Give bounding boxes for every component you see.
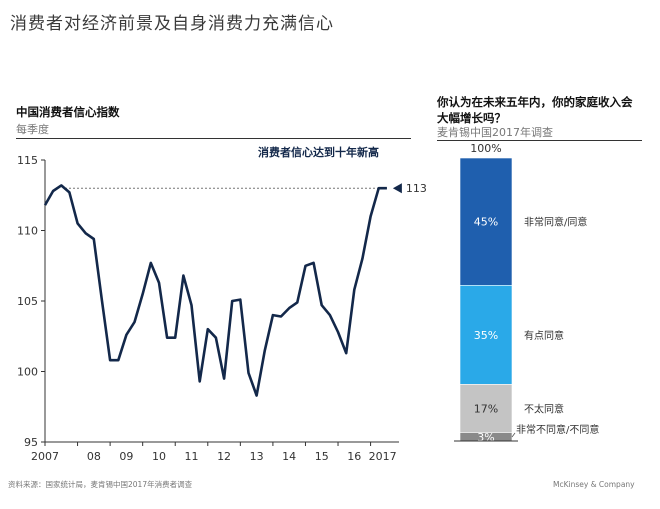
x-tick-label: 08: [87, 450, 101, 463]
end-value-label: 113: [406, 182, 427, 195]
source-note: 资料来源：国家统计局，麦肯锡中国2017年消费者调查: [8, 480, 193, 489]
bar-segment-value-label: 45%: [474, 216, 498, 229]
end-value-marker: [392, 183, 402, 194]
y-tick-label: 100: [17, 366, 38, 379]
line-chart-subtitle: 每季度: [16, 123, 49, 136]
x-tick-label: 2007: [31, 450, 59, 463]
bar-segment-category-label: 非常不同意/不同意: [516, 423, 599, 436]
x-tick-label: 12: [217, 450, 231, 463]
page-title: 消费者对经济前景及自身消费力充满信心: [10, 14, 334, 34]
x-tick-label: 13: [250, 450, 264, 463]
bar-chart-title: 你认为在未来五年内，你的家庭收入会大幅增长吗？: [437, 95, 633, 125]
bar-segment: [459, 384, 513, 433]
confidence-index-series-line: [43, 184, 387, 397]
y-tick-label: 110: [17, 225, 38, 238]
y-tick-label: 115: [17, 154, 38, 167]
y-tick-label: 105: [17, 295, 38, 308]
bar-chart-subtitle: 麦肯锡中国2017年调查: [437, 126, 553, 139]
x-tick-label: 14: [282, 450, 296, 463]
bar-segment-value-label: 35%: [474, 329, 498, 342]
bar-segment: [459, 157, 513, 286]
bar-segment-value-label: 3%: [477, 431, 494, 444]
line-chart-title-rule: [16, 138, 411, 139]
line-chart-title: 中国消费者信心指数: [16, 105, 120, 119]
x-tick-label: 2017: [369, 450, 397, 463]
bar-total-label: 100%: [470, 142, 501, 155]
bar-segment: [459, 285, 513, 385]
x-tick-label: 10: [152, 450, 166, 463]
bar-segment-category-label: 不太同意: [524, 402, 564, 415]
x-tick-label: 16: [347, 450, 361, 463]
ten-year-high-annotation: 消费者信心达到十年新高: [258, 145, 379, 159]
x-tick-label: 11: [185, 450, 199, 463]
bar-segment-category-label: 有点同意: [524, 329, 564, 342]
y-tick-label: 95: [24, 436, 38, 449]
bar-segment-category-label: 非常同意/同意: [524, 216, 587, 229]
brand-label: McKinsey & Company: [553, 480, 635, 489]
bar-chart-title-rule: [437, 140, 642, 141]
x-tick-label: 09: [119, 450, 133, 463]
bar-segment-value-label: 17%: [474, 402, 498, 415]
bar-segment-leader-line: [511, 432, 516, 438]
x-tick-label: 15: [315, 450, 329, 463]
